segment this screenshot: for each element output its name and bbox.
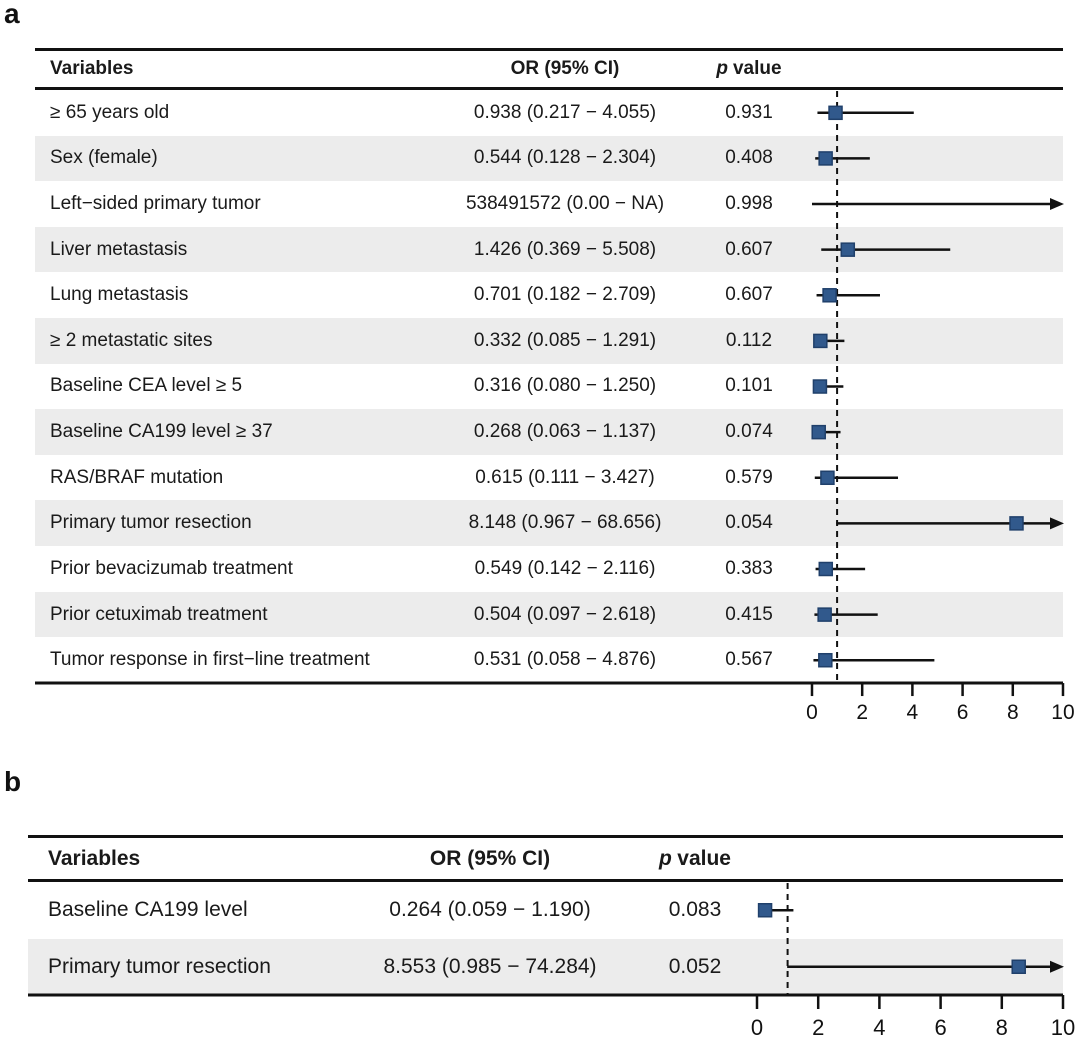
- table-row: Tumor response in first−line treatment 0.…: [35, 637, 1063, 683]
- or-ci-cell: 0.701 (0.182 − 2.709): [473, 284, 657, 306]
- table-row: Primary tumor resection 8.148 (0.967 − 68…: [35, 500, 1063, 547]
- table-row: Baseline CA199 level 0.264 (0.059 − 1.190…: [28, 882, 1063, 939]
- p-value-cell: 0.383: [725, 557, 773, 579]
- variable-cell: Prior cetuximab treatment: [50, 603, 268, 625]
- table-row: Sex (female) 0.544 (0.128 − 2.304) 0.408: [35, 135, 1063, 182]
- variable-cell: Primary tumor resection: [48, 954, 271, 978]
- table-header: Variables OR (95% CI) p value: [35, 48, 1063, 90]
- axis-tick-label: 10: [1051, 1015, 1075, 1040]
- table-row: ≥ 65 years old 0.938 (0.217 − 4.055) 0.931: [35, 90, 1063, 136]
- table-header: Variables OR (95% CI) p value: [28, 835, 1063, 882]
- axis-tick-label: 0: [751, 1015, 763, 1040]
- axis-tick-label: 6: [934, 1015, 946, 1040]
- variable-cell: Prior bevacizumab treatment: [50, 557, 293, 579]
- header-or-ci: OR (95% CI): [510, 58, 620, 79]
- axis-tick-label: 2: [856, 701, 868, 724]
- p-value-cell: 0.074: [725, 421, 773, 443]
- p-value-cell: 0.408: [725, 147, 773, 169]
- table-row: Prior bevacizumab treatment 0.549 (0.142 …: [35, 546, 1063, 592]
- or-ci-cell: 0.316 (0.080 − 1.250): [473, 375, 657, 397]
- variable-cell: Baseline CA199 level ≥ 37: [50, 421, 273, 443]
- table-row: RAS/BRAF mutation 0.615 (0.111 − 3.427) 0.…: [35, 455, 1063, 501]
- variable-cell: Left−sided primary tumor: [50, 193, 261, 215]
- axis-tick-label: 6: [957, 701, 969, 724]
- panel-b-forest-table: Variables OR (95% CI) p value Baseline CA…: [28, 835, 1075, 1045]
- table-row: Baseline CA199 level ≥ 37 0.268 (0.063 − …: [35, 409, 1063, 455]
- axis-tick-label: 8: [996, 1015, 1008, 1040]
- variable-cell: Lung metastasis: [50, 284, 189, 306]
- or-ci-cell: 538491572 (0.00 − NA): [465, 193, 665, 215]
- table-rows: Baseline CA199 level 0.264 (0.059 − 1.190…: [28, 882, 1063, 995]
- variable-cell: Tumor response in first−line treatment: [50, 649, 370, 671]
- panel-a-label: a: [4, 0, 20, 29]
- p-value-cell: 0.567: [725, 649, 773, 671]
- variable-cell: RAS/BRAF mutation: [50, 466, 224, 488]
- p-value-cell: 0.607: [725, 238, 773, 260]
- or-ci-cell: 1.426 (0.369 − 5.508): [473, 238, 657, 260]
- variable-cell: Baseline CEA level ≥ 5: [50, 375, 243, 397]
- axis-tick-label: 10: [1051, 701, 1074, 724]
- p-value-cell: 0.101: [725, 375, 773, 397]
- or-ci-cell: 0.938 (0.217 − 4.055): [473, 101, 657, 123]
- table-row: Primary tumor resection 8.553 (0.985 − 74…: [28, 938, 1063, 995]
- or-ci-cell: 0.504 (0.097 − 2.618): [473, 603, 657, 625]
- table-row: Prior cetuximab treatment 0.504 (0.097 − …: [35, 591, 1063, 638]
- variable-cell: ≥ 65 years old: [50, 101, 170, 123]
- table-row: Lung metastasis 0.701 (0.182 − 2.709) 0.60…: [35, 272, 1063, 318]
- header-variables: Variables: [48, 846, 141, 870]
- axis-tick-label: 2: [812, 1015, 824, 1040]
- or-ci-cell: 0.332 (0.085 − 1.291): [473, 329, 657, 351]
- header-p-value: p value: [716, 58, 782, 79]
- axis-tick-label: 4: [907, 701, 919, 724]
- or-ci-cell: 0.264 (0.059 − 1.190): [389, 898, 591, 922]
- variable-cell: Baseline CA199 level: [48, 898, 248, 922]
- table-row: Left−sided primary tumor 538491572 (0.00 …: [35, 181, 1063, 227]
- or-ci-cell: 0.544 (0.128 − 2.304): [473, 147, 657, 169]
- p-value-cell: 0.931: [725, 101, 773, 123]
- or-ci-cell: 0.549 (0.142 − 2.116): [474, 557, 656, 579]
- p-value-cell: 0.112: [725, 329, 773, 351]
- table-rows: ≥ 65 years old 0.938 (0.217 − 4.055) 0.931…: [35, 90, 1063, 683]
- p-value-cell: 0.415: [725, 603, 773, 625]
- header-p-value: p value: [659, 846, 731, 870]
- p-value-cell: 0.579: [725, 466, 773, 488]
- table-row: ≥ 2 metastatic sites 0.332 (0.085 − 1.291…: [35, 318, 1063, 364]
- variable-cell: Primary tumor resection: [50, 512, 252, 534]
- table-row: Liver metastasis 1.426 (0.369 − 5.508) 0.6…: [35, 226, 1063, 273]
- or-ci-cell: 0.615 (0.111 − 3.427): [475, 466, 655, 488]
- p-value-cell: 0.083: [668, 898, 722, 922]
- header-variables: Variables: [50, 58, 134, 79]
- variable-cell: Sex (female): [50, 147, 158, 169]
- or-ci-cell: 0.531 (0.058 − 4.876): [473, 649, 657, 671]
- table-row: Baseline CEA level ≥ 5 0.316 (0.080 − 1.2…: [35, 364, 1063, 410]
- p-value-cell: 0.054: [725, 512, 773, 534]
- or-ci-cell: 8.553 (0.985 − 74.284): [383, 954, 597, 978]
- axis-tick-label: 8: [1007, 701, 1019, 724]
- header-or-ci: OR (95% CI): [429, 846, 551, 870]
- p-value-cell: 0.998: [725, 193, 773, 215]
- variable-cell: ≥ 2 metastatic sites: [50, 329, 213, 351]
- axis-tick-label: 0: [806, 701, 818, 724]
- or-ci-cell: 0.268 (0.063 − 1.137): [473, 421, 657, 443]
- axis-tick-label: 4: [873, 1015, 885, 1040]
- p-value-cell: 0.052: [668, 954, 722, 978]
- or-ci-cell: 8.148 (0.967 − 68.656): [468, 512, 662, 534]
- variable-cell: Liver metastasis: [50, 238, 188, 260]
- p-value-cell: 0.607: [725, 284, 773, 306]
- panel-a-forest-table: Variables OR (95% CI) p value ≥ 65 years …: [35, 48, 1075, 733]
- panel-b-label: b: [4, 766, 22, 797]
